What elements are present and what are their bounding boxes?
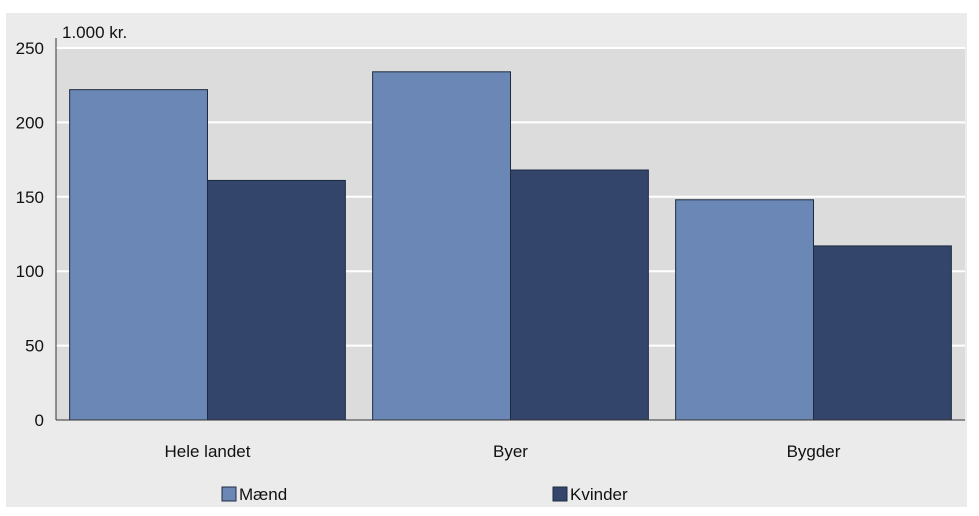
y-axis: 0 50 100 150 200 250 [16,38,965,430]
legend-label: Mænd [239,485,287,504]
x-category-label: Byer [493,442,528,461]
bars [69,71,952,421]
y-tick-label: 100 [16,262,44,281]
legend-label: Kvinder [570,485,628,504]
bar-maend [372,71,512,421]
y-tick-label: 250 [16,39,44,58]
legend: Mænd Kvinder [221,485,628,504]
x-category-label: Hele landet [164,442,250,461]
bar-kvinder [207,179,346,421]
y-axis-unit-label: 1.000 kr. [62,23,127,42]
legend-swatch [221,486,237,502]
y-tick-label: 200 [16,113,44,132]
y-tick-label: 0 [35,411,44,430]
legend-swatch [552,486,568,502]
bar-maend [69,89,209,421]
y-tick-label: 150 [16,188,44,207]
bar-kvinder [510,169,649,421]
bar-kvinder [813,245,952,421]
bar-maend [675,199,815,421]
x-axis: Hele landet Byer Bygder [164,442,840,461]
y-tick-label: 50 [25,337,44,356]
x-category-label: Bygder [787,442,841,461]
